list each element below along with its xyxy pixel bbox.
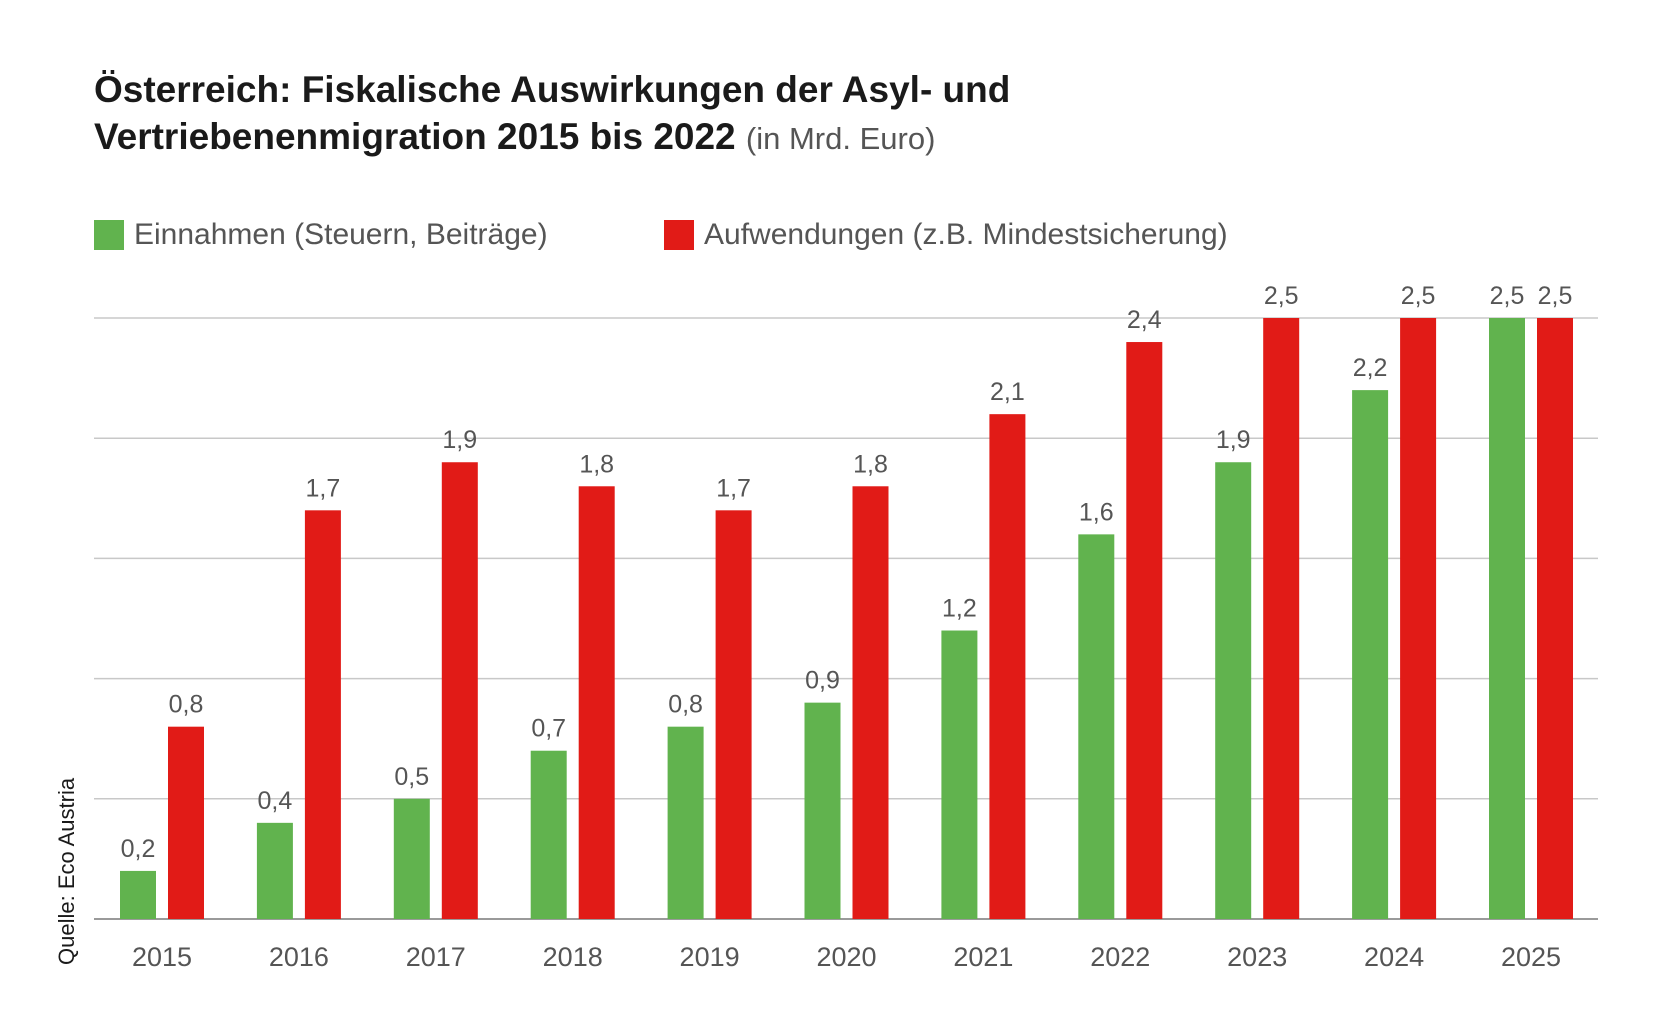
bar-aufwendungen-2018 (578, 486, 615, 919)
bar-aufwendungen-2022 (1126, 342, 1163, 919)
legend-item-einnahmen: Einnahmen (Steuern, Beiträge) (94, 215, 548, 255)
bar-einnahmen-2015 (120, 870, 156, 919)
value-label-aufwendungen-2024: 2,5 (1401, 282, 1436, 310)
x-tick-2020: 2020 (816, 942, 876, 972)
value-labels: 0,2 0,8 0,4 1,7 0,5 1,9 0,7 1,8 0,8 1,7 0,9 1,8 1,2 2… (121, 282, 1573, 863)
legend-swatch-einnahmen (94, 220, 124, 250)
bar-einnahmen-2019 (667, 726, 704, 919)
value-label-einnahmen-2022: 1,6 (1079, 498, 1114, 526)
value-label-einnahmen-2018: 0,7 (531, 715, 566, 743)
value-label-einnahmen-2024: 2,2 (1353, 354, 1388, 382)
value-label-aufwendungen-2019: 1,7 (716, 474, 751, 502)
value-label-aufwendungen-2023: 2,5 (1264, 282, 1299, 310)
legend: Einnahmen (Steuern, Beiträge) Aufwendung… (94, 215, 1494, 255)
bar-aufwendungen-2025 (1537, 318, 1573, 919)
x-tick-2025: 2025 (1501, 942, 1561, 972)
value-label-aufwendungen-2018: 1,8 (579, 450, 614, 478)
bar-einnahmen-2021 (941, 630, 978, 919)
value-label-aufwendungen-2025: 2,5 (1538, 282, 1573, 310)
title-line-1: Österreich: Fiskalische Auswirkungen der… (94, 69, 1011, 110)
value-label-einnahmen-2025: 2,5 (1490, 282, 1525, 310)
bar-aufwendungen-2023 (1263, 318, 1300, 919)
x-tick-2016: 2016 (269, 942, 329, 972)
x-tick-2023: 2023 (1227, 942, 1287, 972)
chart-title: Österreich: Fiskalische Auswirkungen der… (94, 66, 1394, 162)
value-label-aufwendungen-2016: 1,7 (306, 474, 341, 502)
x-tick-2021: 2021 (953, 942, 1013, 972)
bars (120, 318, 1573, 919)
x-tick-2022: 2022 (1090, 942, 1150, 972)
x-tick-2015: 2015 (132, 942, 192, 972)
bar-aufwendungen-2020 (852, 486, 889, 919)
x-tick-2018: 2018 (543, 942, 603, 972)
bar-einnahmen-2016 (256, 822, 293, 919)
value-label-einnahmen-2023: 1,9 (1216, 426, 1251, 454)
value-label-einnahmen-2016: 0,4 (258, 787, 293, 815)
value-label-aufwendungen-2015: 0,8 (169, 691, 204, 719)
value-label-einnahmen-2015: 0,2 (121, 835, 156, 863)
value-label-aufwendungen-2021: 2,1 (990, 378, 1025, 406)
bar-einnahmen-2020 (804, 702, 841, 919)
x-tick-2019: 2019 (680, 942, 740, 972)
bar-aufwendungen-2015 (168, 726, 204, 919)
value-label-einnahmen-2020: 0,9 (805, 667, 840, 695)
legend-item-aufwendungen: Aufwendungen (z.B. Mindestsicherung) (664, 215, 1228, 255)
legend-label-aufwendungen: Aufwendungen (z.B. Mindestsicherung) (704, 218, 1228, 251)
x-tick-2024: 2024 (1364, 942, 1424, 972)
bar-einnahmen-2018 (530, 750, 567, 919)
grid-lines (94, 317, 1598, 920)
bar-aufwendungen-2019 (715, 510, 752, 919)
x-tick-2017: 2017 (406, 942, 466, 972)
bar-einnahmen-2023 (1215, 462, 1252, 919)
bar-aufwendungen-2021 (989, 414, 1026, 919)
value-label-einnahmen-2021: 1,2 (942, 595, 977, 623)
value-label-aufwendungen-2022: 2,4 (1127, 306, 1162, 334)
bar-aufwendungen-2017 (441, 462, 478, 919)
value-label-einnahmen-2017: 0,5 (394, 763, 429, 791)
bar-einnahmen-2024 (1352, 390, 1389, 919)
value-label-aufwendungen-2017: 1,9 (442, 426, 477, 454)
legend-swatch-aufwendungen (664, 220, 694, 250)
bar-einnahmen-2017 (393, 798, 430, 919)
bar-aufwendungen-2016 (304, 510, 341, 919)
x-axis-tick-labels: 2015 2016 2017 2018 2019 2020 2021 2022 2023 2024… (132, 942, 1561, 972)
bar-aufwendungen-2024 (1400, 318, 1437, 919)
bar-einnahmen-2025 (1489, 318, 1525, 919)
legend-label-einnahmen: Einnahmen (Steuern, Beiträge) (134, 218, 548, 251)
source-note: Quelle: Eco Austria (54, 777, 79, 965)
title-line-2: Vertriebenenmigration 2015 bis 2022 (94, 116, 736, 157)
bar-einnahmen-2022 (1078, 534, 1115, 919)
title-unit: (in Mrd. Euro) (745, 121, 936, 156)
value-label-aufwendungen-2020: 1,8 (853, 450, 888, 478)
value-label-einnahmen-2019: 0,8 (668, 691, 703, 719)
